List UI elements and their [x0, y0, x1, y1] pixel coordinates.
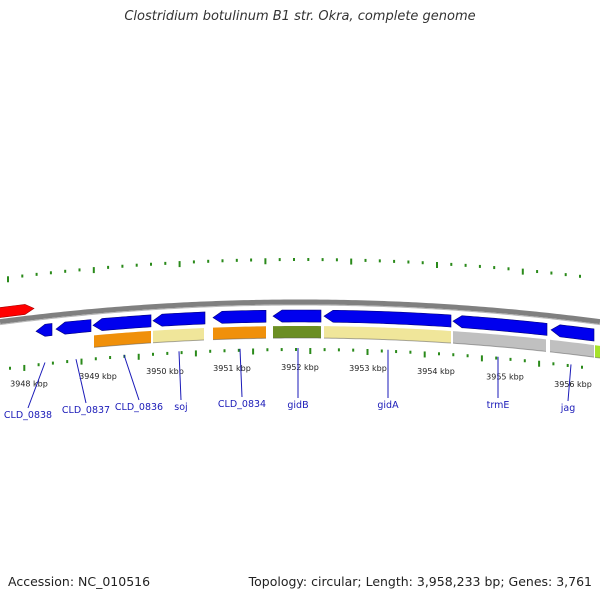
scale-label: 3949 kbp	[79, 372, 117, 381]
gene-leader-line	[123, 354, 140, 401]
cog-band-segment	[94, 330, 151, 348]
reverse-gene-arrow	[272, 309, 322, 323]
cog-band-segment	[595, 345, 600, 358]
forward-gene-arrow	[0, 304, 35, 318]
cog-band-segment	[273, 326, 321, 339]
reverse-gene-arrow	[152, 311, 206, 327]
scale-label: 3950 kbp	[146, 367, 184, 376]
gene-leader-line	[239, 348, 243, 398]
reverse-gene-arrow	[452, 315, 548, 336]
cog-band-shadow	[549, 351, 595, 358]
backbone-highlight	[0, 304, 600, 326]
reverse-gene-arrow	[55, 319, 92, 335]
gene-label-gidb: gidB	[287, 400, 308, 411]
gene-label-trme: trmE	[487, 400, 510, 411]
cog-band-shadow	[93, 342, 152, 348]
cog-band-shadow	[594, 356, 600, 359]
gene-leader-line	[75, 359, 87, 404]
gene-label-cld_0836: CLD_0836	[115, 402, 163, 413]
reverse-gene-arrow	[92, 314, 152, 331]
scale-label: 3951 kbp	[213, 364, 251, 373]
cog-band-segment	[213, 326, 266, 340]
genome-backbone	[0, 299, 600, 325]
scale-label: 3948 kbp	[10, 380, 48, 389]
genome-stats-label: Topology: circular; Length: 3,958,233 bp…	[248, 574, 592, 589]
cog-band-shadow	[212, 337, 267, 341]
gene-leader-line	[178, 351, 182, 401]
reverse-gene-arrow	[212, 309, 267, 324]
cog-band-segment	[324, 326, 451, 344]
cog-band-shadow	[452, 342, 547, 352]
cog-band-shadow	[152, 339, 205, 344]
gene-label-jag: jag	[560, 403, 576, 414]
gene-label-soj: soj	[174, 402, 187, 413]
cog-band-segment	[453, 331, 546, 352]
accession-label: Accession: NC_010516	[8, 574, 151, 589]
gene-label-cld_0837: CLD_0837	[62, 405, 110, 416]
reverse-gene-arrow	[323, 309, 452, 328]
gene-label-cld_0834: CLD_0834	[218, 399, 266, 410]
map-title: Clostridium botulinum B1 str. Okra, comp…	[124, 9, 476, 24]
cog-band-segment	[153, 328, 204, 343]
reverse-gene-arrow	[550, 324, 595, 342]
scale-label: 3955 kbp	[486, 372, 524, 381]
gene-label-cld_0838: CLD_0838	[4, 410, 52, 421]
scale-label: 3954 kbp	[417, 367, 455, 376]
gene-label-gida: gidA	[377, 400, 399, 411]
gene-leader-line	[27, 362, 46, 409]
scale-label: 3952 kbp	[281, 363, 319, 372]
gene-leader-line	[567, 364, 572, 402]
reverse-gene-arrow	[35, 323, 53, 337]
cog-band-shadow	[323, 337, 452, 344]
scale-label: 3956 kbp	[554, 380, 592, 389]
scale-label: 3953 kbp	[349, 364, 387, 373]
